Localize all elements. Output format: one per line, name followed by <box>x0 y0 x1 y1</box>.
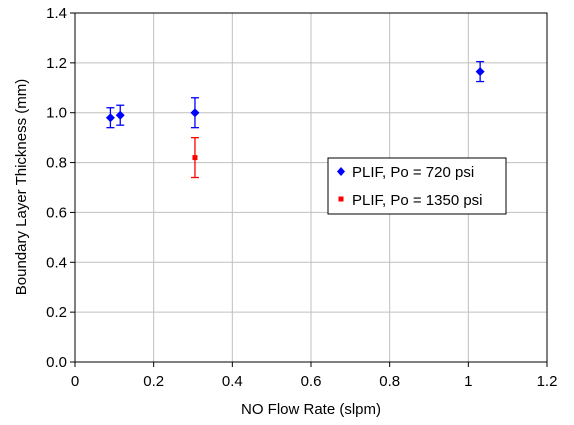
x-tick-label: 1 <box>464 373 472 390</box>
y-tick-label: 0.8 <box>46 155 67 172</box>
legend-box <box>327 157 507 215</box>
y-tick-label: 0.0 <box>46 354 67 371</box>
legend-label-720-psi: PLIF, Po = 720 psi <box>352 164 474 181</box>
data-point-diamond <box>105 113 115 123</box>
y-tick-label: 0.2 <box>46 304 67 321</box>
y-tick-label: 0.4 <box>46 254 67 271</box>
data-layer <box>105 60 485 179</box>
grid-layer <box>75 13 547 362</box>
x-tick-label: 0.8 <box>379 373 400 390</box>
data-point-diamond <box>475 67 485 77</box>
y-tick-label: 1.2 <box>46 55 67 72</box>
data-point-diamond <box>115 110 125 120</box>
legend-marker-720-psi <box>337 167 345 176</box>
x-tick-label: 0.2 <box>143 373 164 390</box>
x-tick-label: 1.2 <box>537 373 558 390</box>
data-point-diamond <box>190 108 200 118</box>
tick-layer: 0.0 0.2 0.4 0.6 0.8 1.0 1.2 1.4 0 0.2 0.4 0.6 0.8 1 1.… <box>46 5 557 390</box>
x-axis-title: NO Flow Rate (slpm) <box>241 401 381 418</box>
y-axis-title: Boundary Layer Thickness (mm) <box>13 79 30 295</box>
y-tick-label: 1.0 <box>46 105 67 122</box>
y-tick-label: 1.4 <box>46 5 67 22</box>
legend: PLIF, Po = 720 psi PLIF, Po = 1350 psi <box>327 157 507 215</box>
legend-marker-1350-psi <box>338 196 344 202</box>
x-tick-label: 0.6 <box>301 373 322 390</box>
x-tick-label: 0 <box>71 373 79 390</box>
data-point-square <box>192 155 198 161</box>
legend-label-1350-psi: PLIF, Po = 1350 psi <box>352 192 483 209</box>
y-tick-label: 0.6 <box>46 204 67 221</box>
x-tick-label: 0.4 <box>222 373 243 390</box>
